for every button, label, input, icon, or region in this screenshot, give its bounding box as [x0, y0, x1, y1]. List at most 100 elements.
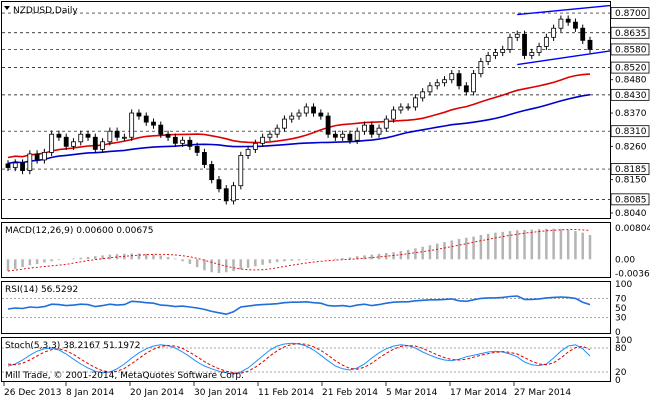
candle — [202, 148, 207, 169]
stoch-tick-label: 80 — [615, 344, 627, 354]
price-level-box — [610, 163, 650, 175]
time-tick-label: 17 Mar 2014 — [450, 388, 507, 398]
candle — [529, 48, 535, 60]
rsi-line — [7, 295, 591, 316]
candle — [303, 103, 309, 117]
price-level-box — [610, 43, 650, 56]
candle — [252, 139, 258, 154]
candle — [216, 176, 222, 193]
stoch-panel-frame — [1, 337, 611, 382]
candle — [282, 115, 287, 132]
time-tick-label: 5 Mar 2014 — [386, 388, 438, 398]
price-level-box — [610, 61, 650, 74]
candle — [267, 130, 273, 141]
price-level-box — [610, 26, 650, 39]
macd-tick-label: 0.00804 — [615, 224, 650, 234]
candle — [522, 30, 527, 60]
candle — [20, 159, 25, 175]
candle — [180, 136, 186, 147]
candle — [587, 36, 593, 54]
price-tick-label: 0.8260 — [615, 142, 647, 152]
rsi-header: RSI(14) 56.5292 — [5, 285, 78, 295]
rsi-tick-label: 100 — [615, 280, 632, 290]
candle — [71, 138, 76, 150]
candle — [405, 103, 411, 111]
candle — [558, 15, 564, 32]
candle — [311, 103, 316, 117]
candle — [463, 82, 469, 96]
candle — [412, 94, 418, 111]
candle — [565, 15, 571, 26]
macd-tick-label: 0.00 — [615, 255, 635, 265]
candle — [63, 133, 69, 150]
candle — [92, 133, 98, 154]
candle — [543, 33, 549, 51]
candle — [514, 30, 520, 41]
candle — [85, 130, 91, 141]
stoch-tick-label: 100 — [615, 336, 632, 346]
symbol-title: NZDUSD,Daily — [13, 6, 78, 16]
candle — [165, 130, 171, 141]
candle — [434, 79, 440, 90]
rsi-tick-label: 0 — [615, 328, 621, 338]
candle — [391, 106, 396, 123]
candle — [347, 130, 353, 144]
dropdown-triangle-icon[interactable] — [4, 6, 10, 10]
candle — [172, 133, 178, 147]
price-tick-label: 0.8430 — [615, 91, 647, 101]
symbol-header[interactable]: NZDUSD,Daily — [4, 6, 78, 16]
time-tick-label: 27 Mar 2014 — [514, 388, 571, 398]
candle — [12, 159, 18, 172]
rsi-tick-label: 70 — [615, 294, 627, 304]
candle — [325, 112, 331, 138]
time-tick-label: 30 Jan 2014 — [194, 388, 248, 398]
stoch-tick-label: 0 — [615, 376, 621, 386]
candle — [551, 24, 557, 41]
stoch-tick-label: 20 — [615, 368, 627, 378]
candle — [56, 130, 62, 141]
price-tick-label: 0.8635 — [615, 29, 647, 39]
candle — [158, 121, 164, 138]
candle — [500, 45, 506, 57]
candle — [289, 112, 295, 123]
candle — [260, 133, 266, 147]
candle — [478, 57, 484, 78]
candle — [194, 142, 200, 157]
candle — [209, 160, 215, 184]
candle — [383, 115, 389, 132]
price-level-box — [610, 125, 650, 138]
candle — [442, 76, 447, 87]
candle — [223, 185, 229, 205]
candle — [231, 182, 236, 205]
candle — [114, 127, 120, 141]
copyright-text: Mill Trade, © 2001-2014, MetaQuotes Soft… — [5, 371, 244, 381]
candle — [398, 103, 404, 114]
candle — [296, 109, 302, 120]
candle — [369, 121, 375, 138]
stoch-header: Stoch(5,3,3) 38.2167 51.1972 — [5, 341, 140, 351]
moving-average-line — [7, 73, 591, 159]
channel-upper-line[interactable] — [517, 4, 611, 16]
candle — [318, 109, 324, 120]
candle — [107, 127, 113, 146]
time-tick-label: 20 Jan 2014 — [130, 388, 184, 398]
macd-tick-label: -0.00368 — [615, 270, 650, 280]
rsi-tick-label: 30 — [615, 314, 627, 324]
candle — [274, 124, 280, 138]
candle — [573, 18, 578, 32]
price-level-box — [610, 88, 650, 101]
candle — [41, 148, 47, 164]
candle — [340, 130, 346, 141]
stoch-line — [7, 343, 591, 374]
time-tick-label: 26 Dec 2013 — [4, 388, 62, 398]
candle — [456, 70, 462, 90]
price-tick-label: 0.8370 — [615, 109, 647, 119]
candle — [471, 70, 477, 96]
candle — [493, 48, 498, 60]
price-tick-label: 0.8040 — [615, 209, 647, 219]
channel-lower-line[interactable] — [517, 50, 611, 66]
candle — [485, 51, 491, 66]
candle — [362, 121, 367, 135]
candle — [427, 82, 433, 96]
